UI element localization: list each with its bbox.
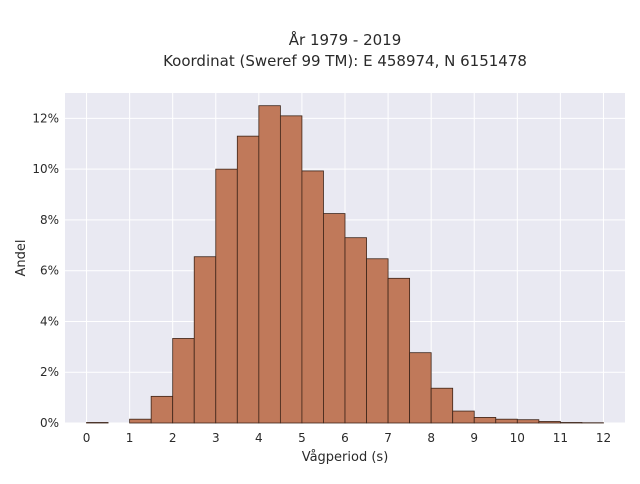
histogram-bar [194, 257, 216, 423]
x-axis-label: Vågperiod (s) [302, 450, 389, 465]
histogram-bar [560, 422, 582, 423]
x-tick-label: 8 [427, 431, 435, 445]
histogram-bar [323, 214, 345, 423]
histogram-bar [259, 106, 281, 423]
histogram-bar [388, 278, 410, 423]
x-tick-label: 3 [212, 431, 220, 445]
x-tick-label: 2 [169, 431, 177, 445]
histogram-bar [216, 169, 238, 423]
histogram-bar [237, 136, 259, 423]
x-tick-label: 0 [83, 431, 91, 445]
chart-title-block: År 1979 - 2019 Koordinat (Sweref 99 TM):… [0, 30, 640, 72]
histogram-bar [87, 422, 109, 423]
histogram-bar [151, 396, 173, 423]
x-tick-label: 10 [510, 431, 525, 445]
y-tick-label: 2% [40, 365, 59, 379]
x-tick-label: 4 [255, 431, 263, 445]
chart-subtitle: Koordinat (Sweref 99 TM): E 458974, N 61… [0, 51, 640, 72]
x-tick-label: 6 [341, 431, 349, 445]
histogram-bar [517, 420, 539, 423]
histogram-bar [280, 116, 302, 423]
x-tick-label: 1 [126, 431, 134, 445]
histogram-bar [367, 259, 389, 423]
y-tick-label: 10% [32, 162, 59, 176]
y-axis-label: Andel [14, 240, 29, 277]
histogram-bar [539, 421, 561, 423]
histogram-bar [474, 417, 496, 423]
y-tick-label: 8% [40, 213, 59, 227]
histogram-bar [130, 419, 152, 423]
histogram-bar [345, 238, 367, 423]
y-tick-label: 4% [40, 314, 59, 328]
histogram-bar [496, 419, 518, 423]
histogram-bar [431, 388, 453, 423]
x-tick-label: 11 [553, 431, 568, 445]
x-tick-label: 5 [298, 431, 306, 445]
y-tick-label: 6% [40, 264, 59, 278]
x-tick-label: 7 [384, 431, 392, 445]
histogram-bar [302, 171, 324, 423]
histogram-bar [173, 338, 195, 423]
y-tick-label: 12% [32, 111, 59, 125]
histogram-bar [410, 353, 432, 423]
y-tick-labels: 0% 2% 4% 6% 8% 10% 12% [32, 111, 59, 430]
x-tick-label: 12 [596, 431, 611, 445]
y-tick-label: 0% [40, 416, 59, 430]
x-tick-label: 9 [470, 431, 478, 445]
chart-title: År 1979 - 2019 [0, 30, 640, 51]
histogram-bar [453, 411, 475, 423]
